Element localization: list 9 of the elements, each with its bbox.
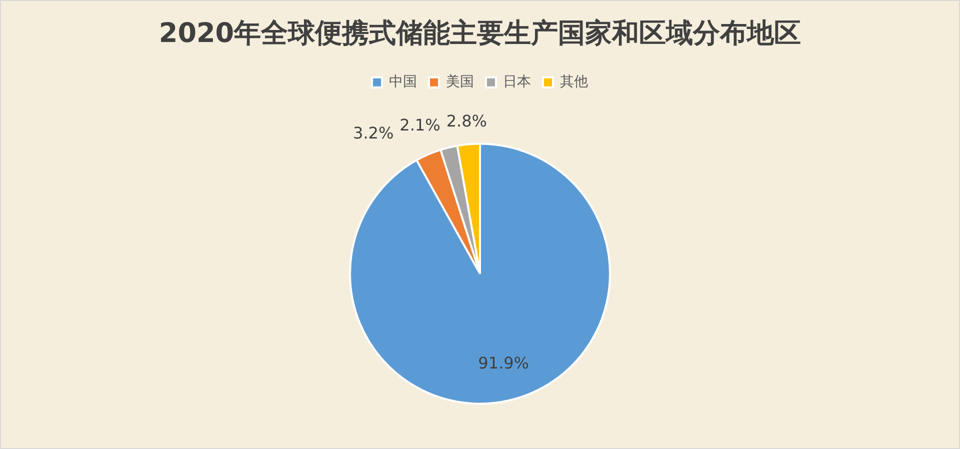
data-label: 91.9%	[478, 353, 529, 372]
legend-label: 美国	[446, 74, 474, 90]
legend-label: 中国	[389, 74, 417, 90]
data-label: 2.1%	[400, 115, 440, 134]
legend-label: 其他	[560, 74, 588, 90]
data-label: 2.8%	[446, 111, 487, 130]
chart-title: 2020年全球便携式储能主要生产国家和区域分布地区	[158, 18, 802, 50]
data-label: 3.2%	[353, 123, 394, 142]
legend-label: 日本	[503, 74, 531, 90]
